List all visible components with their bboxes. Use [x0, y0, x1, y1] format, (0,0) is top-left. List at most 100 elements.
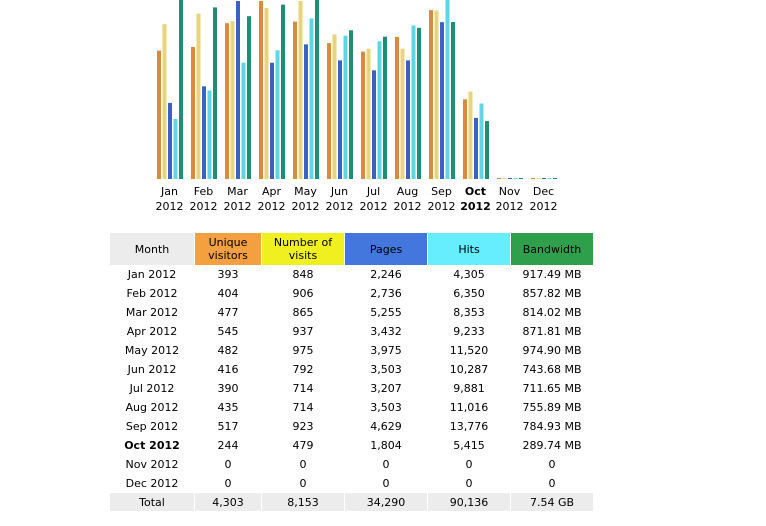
unique-visitors-cell: 0	[224, 458, 232, 471]
unique-visitors-cell: 477	[217, 306, 239, 319]
bar-hits-0	[173, 119, 178, 179]
total-label-cell: Total	[110, 493, 194, 511]
bar-pages-9	[474, 117, 478, 179]
hits-cell: 10,287	[449, 363, 489, 376]
pages-header: Pages	[345, 233, 427, 265]
table-row: Nov 2012 0 0 0 0 0	[110, 455, 593, 474]
x-tick-label: 2012	[258, 200, 286, 213]
bar-visits-3	[264, 7, 269, 179]
month-cell: Dec 2012	[125, 477, 179, 490]
pages-cell: 4,629	[370, 420, 402, 433]
bar-unique_visitors-8	[429, 10, 433, 179]
bar-pages-4	[304, 44, 308, 179]
bar-pages-11	[542, 178, 546, 179]
bandwidth-cell: 711.65 MB	[522, 382, 582, 395]
pages-cell: 3,975	[370, 344, 402, 357]
unique-visitors-cell: 393	[217, 268, 239, 281]
month-cell: Apr 2012	[126, 325, 178, 338]
month-header: Month	[110, 233, 194, 265]
x-tick-label: 2012	[292, 200, 320, 213]
bar-bandwidth-3	[281, 4, 285, 179]
visits-cell: 848	[292, 268, 314, 281]
bar-bandwidth-7	[417, 27, 421, 180]
bandwidth-cell: 784.93 MB	[522, 420, 582, 433]
monthly-history-chart: Jan 2012 Feb 2012 Mar 2012 Apr 2012 May 2012 Jun 20…	[156, 0, 558, 213]
x-tick-label: Apr	[262, 185, 282, 198]
total-unique-visitors-cell: 4,303	[195, 493, 261, 511]
visits-cell: 0	[299, 458, 307, 471]
pages-cell: 0	[382, 477, 390, 490]
total-pages-cell: 34,290	[345, 493, 427, 511]
bar-hits-8	[445, 0, 450, 179]
table-row: Apr 2012 545 937 3,432 9,233 871.81 MB	[110, 322, 593, 341]
pages-cell: 3,503	[370, 363, 402, 376]
bandwidth-cell: 289.74 MB	[522, 439, 582, 452]
visits-cell: 865	[292, 306, 314, 319]
bar-hits-1	[207, 90, 212, 179]
bar-pages-1	[202, 86, 206, 179]
table-row: Jul 2012 390 714 3,207 9,881 711.65 MB	[110, 379, 593, 398]
x-tick-label: Sep	[431, 185, 452, 198]
bandwidth-cell: 743.68 MB	[522, 363, 582, 376]
bar-pages-7	[406, 60, 410, 180]
unique-visitors-header: Unique visitors	[195, 233, 261, 265]
hits-cell: 9,881	[453, 382, 485, 395]
pages-cell: 0	[382, 458, 390, 471]
hits-cell: 5,415	[453, 439, 485, 452]
bar-pages-0	[168, 102, 172, 179]
bar-unique_visitors-0	[157, 50, 161, 179]
bandwidth-cell: 755.89 MB	[522, 401, 582, 414]
table-row: May 2012 482 975 3,975 11,520 974.90 MB	[110, 341, 593, 360]
total-hits-cell: 90,136	[428, 493, 510, 511]
x-tick-label: 2012	[360, 200, 388, 213]
unique-visitors-cell: 390	[217, 382, 239, 395]
total-visits-cell: 8,153	[262, 493, 344, 511]
bar-bandwidth-5	[349, 30, 353, 179]
unique-visitors-cell: 435	[217, 401, 239, 414]
bar-visits-6	[366, 48, 371, 179]
unique-visitors-cell: 517	[217, 420, 239, 433]
bar-visits-1	[196, 13, 201, 179]
bar-bandwidth-8	[451, 21, 455, 180]
x-tick-label: 2012	[224, 200, 252, 213]
hits-cell: 6,350	[453, 287, 485, 300]
bar-unique_visitors-11	[531, 178, 535, 179]
bar-unique_visitors-6	[361, 51, 365, 179]
bandwidth-cell: 0	[548, 477, 556, 490]
hits-cell: 11,520	[449, 344, 489, 357]
hits-cell: 8,353	[453, 306, 485, 319]
bar-unique_visitors-10	[497, 178, 501, 179]
bar-bandwidth-11	[553, 178, 557, 179]
unique-visitors-cell: 404	[217, 287, 239, 300]
x-tick-label: Feb	[194, 185, 213, 198]
bar-hits-9	[479, 103, 484, 179]
bandwidth-cell: 871.81 MB	[522, 325, 582, 338]
unique-visitors-cell: 244	[217, 439, 239, 452]
bar-bandwidth-2	[247, 16, 251, 179]
bar-visits-10	[502, 178, 507, 179]
total-bandwidth-cell: 7.54 GB	[511, 493, 593, 511]
bandwidth-header: Bandwidth	[511, 233, 593, 265]
unique-visitors-cell: 545	[217, 325, 239, 338]
bandwidth-cell: 857.82 MB	[522, 287, 582, 300]
bar-bandwidth-6	[383, 36, 387, 180]
hits-cell: 4,305	[453, 268, 485, 281]
x-tick-label: Aug	[397, 185, 418, 198]
bar-visits-8	[434, 10, 439, 180]
hits-cell: 13,776	[449, 420, 489, 433]
bar-bandwidth-10	[519, 178, 523, 179]
bar-pages-10	[508, 178, 512, 179]
table-row-current-month: Oct 2012 244 479 1,804 5,415 289.74 MB	[110, 436, 593, 455]
bar-visits-11	[536, 178, 541, 179]
bandwidth-cell: 974.90 MB	[522, 344, 582, 357]
bar-unique_visitors-7	[395, 36, 399, 179]
table-row: Feb 2012 404 906 2,736 6,350 857.82 MB	[110, 284, 593, 303]
visits-cell: 0	[299, 477, 307, 490]
x-tick-label: 2012	[530, 200, 558, 213]
pages-cell: 1,804	[370, 439, 402, 452]
x-tick-label: Jun	[330, 185, 348, 198]
bar-pages-6	[372, 70, 376, 179]
bar-visits-4	[298, 1, 303, 179]
table-row: Jan 2012 393 848 2,246 4,305 917.49 MB	[110, 265, 593, 284]
month-cell: Jul 2012	[129, 382, 175, 395]
